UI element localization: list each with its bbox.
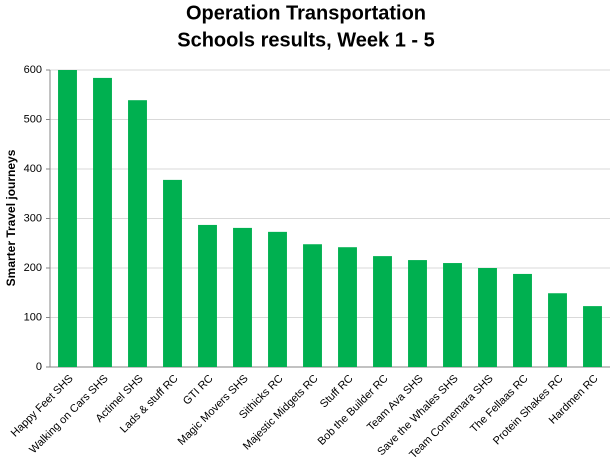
y-tick-label: 400 (24, 163, 42, 175)
bar (513, 273, 532, 367)
y-tick-label: 500 (24, 113, 42, 125)
bar (93, 77, 112, 368)
chart-subtitle: Schools results, Week 1 - 5 (177, 29, 435, 51)
y-tick-label: 200 (24, 262, 42, 274)
y-tick-label: 600 (24, 64, 42, 76)
y-tick-label: 100 (24, 311, 42, 323)
bar (128, 100, 147, 367)
y-tick-label: 0 (36, 361, 42, 373)
bar (583, 306, 602, 367)
bar (408, 260, 427, 367)
bar (373, 256, 392, 367)
y-axis-title: Smarter Travel journeys (4, 149, 18, 286)
bar (233, 227, 252, 367)
bar (303, 244, 322, 367)
bar (338, 247, 357, 367)
x-tick-label: Happy Feet SHS (9, 373, 76, 440)
chart-title: Operation Transportation (186, 2, 426, 24)
bar (443, 263, 462, 367)
bar (548, 293, 567, 367)
bar (163, 179, 182, 367)
bar (58, 70, 77, 367)
bar (478, 268, 497, 367)
x-tick-label: GTI RC (181, 373, 216, 408)
y-tick-label: 300 (24, 212, 42, 224)
bar (198, 224, 217, 367)
bar (268, 231, 287, 367)
